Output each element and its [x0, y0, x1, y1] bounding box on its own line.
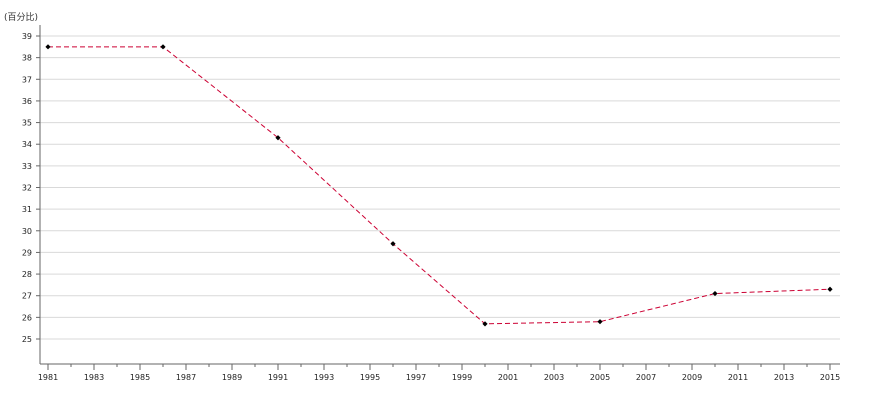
- y-tick-label: 29: [22, 248, 32, 257]
- y-tick-label: 31: [22, 205, 32, 214]
- x-tick-label: 2001: [498, 373, 518, 382]
- x-tick-label: 1993: [314, 373, 334, 382]
- x-tick-label: 2009: [682, 373, 702, 382]
- y-tick-label: 38: [22, 54, 32, 63]
- y-tick-label: 30: [22, 227, 32, 236]
- x-tick-label: 1981: [38, 373, 58, 382]
- y-tick-label: 39: [22, 32, 32, 41]
- data-point: [827, 286, 833, 292]
- y-tick-label: 32: [22, 184, 32, 193]
- x-tick-label: 2015: [820, 373, 840, 382]
- y-tick-label: 34: [22, 140, 32, 149]
- data-point: [390, 241, 396, 247]
- y-tick-label: 37: [22, 75, 32, 84]
- x-tick-label: 1985: [130, 373, 150, 382]
- x-tick-label: 2011: [728, 373, 748, 382]
- y-tick-label: 36: [22, 97, 32, 106]
- x-tick-label: 2007: [636, 373, 656, 382]
- x-tick-label: 1987: [176, 373, 196, 382]
- y-tick-label: 25: [22, 335, 32, 344]
- y-tick-label: 33: [22, 162, 32, 171]
- y-tick-label: 26: [22, 313, 32, 322]
- tick-labels: 25 26 27 28 29 30 31 32 33 34 35 36 37 38 39 1981 1983 19…: [22, 32, 840, 382]
- y-tick-label: 27: [22, 292, 32, 301]
- x-tick-label: 1991: [268, 373, 288, 382]
- x-tick-label: 1983: [84, 373, 104, 382]
- data-point: [45, 44, 51, 50]
- data-point: [275, 135, 281, 141]
- data-point: [482, 321, 488, 327]
- y-axis-unit-label: (百分比): [4, 13, 39, 23]
- x-tick-label: 2003: [544, 373, 564, 382]
- series-group: [45, 44, 833, 327]
- data-point: [597, 319, 603, 325]
- x-tick-label: 1995: [360, 373, 380, 382]
- x-tick-label: 1989: [222, 373, 242, 382]
- data-point: [712, 290, 718, 297]
- data-point: [160, 44, 166, 50]
- x-tick-label: 1997: [406, 373, 426, 382]
- x-tick-label: 1999: [452, 373, 472, 382]
- x-tick-label: 2005: [590, 373, 610, 382]
- y-tick-label: 28: [22, 270, 32, 279]
- x-tick-label: 2013: [774, 373, 794, 382]
- grid-lines: [40, 35, 840, 340]
- y-tick-label: 35: [22, 119, 32, 128]
- series-line: [48, 46, 831, 325]
- axes: [36, 25, 840, 370]
